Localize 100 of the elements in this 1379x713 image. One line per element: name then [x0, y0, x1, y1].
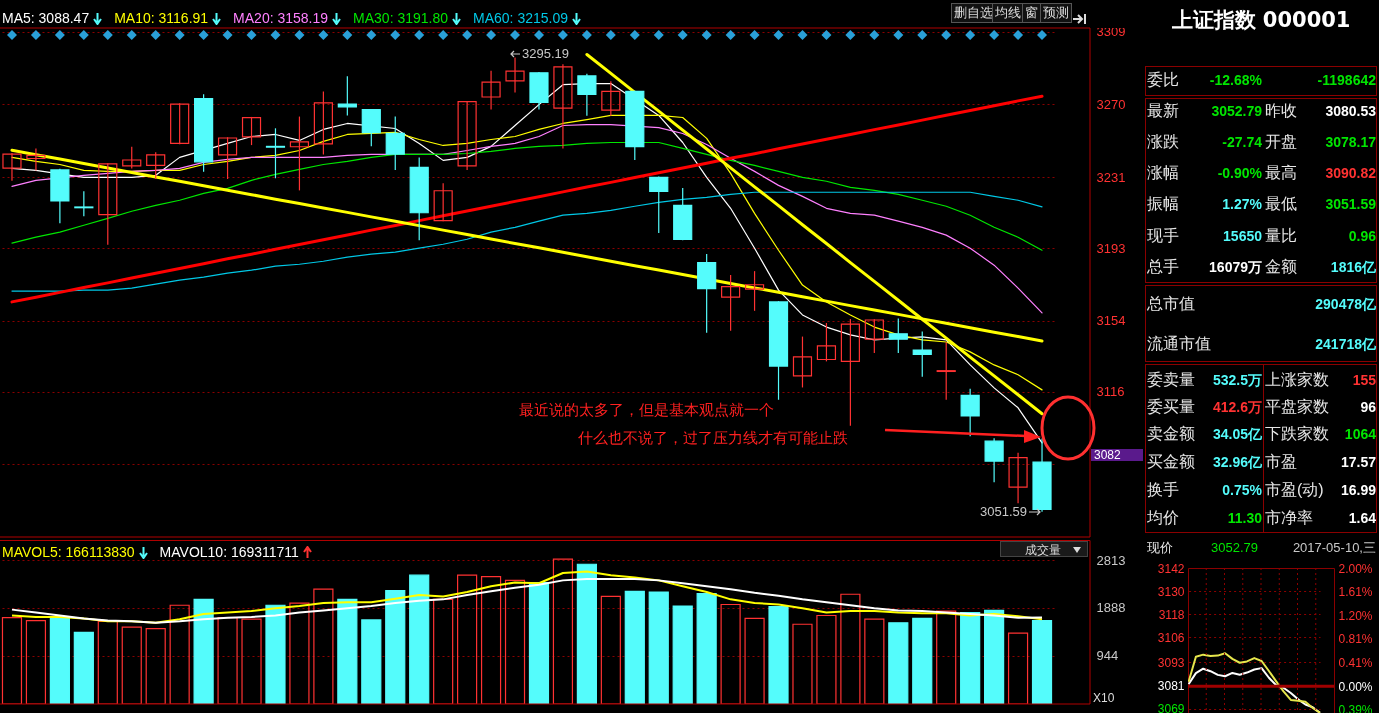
bar [624, 590, 645, 704]
bar [744, 617, 765, 704]
annotation: 成交量 [1025, 543, 1061, 557]
text: 市净率 [1265, 508, 1313, 528]
candlestick [217, 136, 238, 180]
bar [49, 617, 70, 704]
y-tick-label: 944 [1096, 648, 1119, 664]
text: MA20: 3158.19 [233, 9, 329, 27]
y-tick-label: 2813 [1096, 552, 1126, 568]
text: 532.5万 [1212, 371, 1262, 390]
y-tick-label: 3154 [1096, 313, 1126, 329]
bar [528, 581, 550, 704]
text: 均价 [1147, 508, 1179, 528]
text: -0.90% [1217, 164, 1262, 183]
bar [984, 609, 1005, 704]
bar [480, 576, 502, 704]
text: 量比 [1265, 226, 1297, 246]
text: 96 [1360, 398, 1376, 417]
y2-tick-label: 0.81% [1338, 631, 1373, 646]
line-series [10, 94, 1044, 304]
text: 现手 [1147, 226, 1179, 246]
text: 3090.82 [1325, 164, 1376, 183]
text: MA5: 3088.47 [2, 9, 90, 27]
candlestick [912, 330, 932, 378]
text: -12.68% [1209, 71, 1262, 90]
candlestick [792, 335, 813, 389]
bar [25, 620, 47, 704]
text: 涨幅 [1147, 163, 1179, 183]
bar [888, 622, 909, 704]
candlestick [98, 162, 118, 246]
candlestick [337, 75, 357, 117]
text: 412.6万 [1212, 398, 1262, 417]
text: 委比 [1147, 70, 1179, 90]
candlestick [984, 437, 1004, 483]
bar [864, 618, 885, 704]
candlestick [864, 318, 884, 354]
candlestick [361, 108, 381, 147]
line-series [11, 123, 1043, 314]
text: 3082 [1091, 448, 1143, 462]
bar [816, 614, 837, 704]
bar [241, 618, 262, 704]
text: 委卖量 [1147, 370, 1195, 390]
bar [457, 574, 478, 704]
text: 委买量 [1147, 397, 1195, 417]
bar [936, 610, 957, 704]
text: MA60: 3215.09 [473, 9, 568, 27]
candlestick [960, 388, 980, 437]
y-tick-label: 3106 [1157, 630, 1185, 645]
text: 买金额 [1147, 452, 1195, 472]
candlestick [816, 322, 837, 362]
bar [1, 617, 23, 704]
bar [648, 591, 669, 704]
y2-tick-label: 1.20% [1338, 608, 1373, 623]
candlestick [1008, 452, 1028, 504]
bar [169, 604, 190, 704]
bar [1031, 620, 1053, 704]
bar [313, 588, 334, 704]
y-tick-label: 3309 [1096, 24, 1126, 40]
text: 下跌家数 [1265, 424, 1329, 444]
text: 15650 [1223, 227, 1262, 246]
line-series [1188, 652, 1321, 713]
text: MA10: 3116.91 [114, 9, 209, 27]
text: 最低 [1265, 194, 1297, 214]
candlestick [265, 127, 286, 179]
y-tick-label: 3116 [1096, 384, 1125, 400]
line-series [1188, 667, 1321, 713]
text: 窗 [1022, 3, 1041, 23]
text: -1198642 [1317, 71, 1376, 90]
candlestick [289, 115, 310, 191]
y-tick-label: 3231 [1096, 169, 1126, 185]
text: 振幅 [1147, 194, 1179, 214]
text: 3080.53 [1325, 102, 1376, 121]
annotation: 什么也不说了，过了压力线才有可能止跌 [578, 429, 848, 447]
text: 241718亿 [1315, 335, 1376, 354]
text: 换手 [1147, 480, 1179, 500]
text: 涨跌 [1147, 132, 1179, 152]
bar [289, 602, 310, 704]
bar [672, 605, 693, 704]
bar [696, 592, 717, 704]
text: 总手 [1147, 257, 1179, 277]
bar [337, 598, 358, 704]
bar [768, 606, 789, 704]
bar [576, 563, 597, 704]
text: 0.96 [1348, 227, 1376, 246]
candlestick [313, 90, 333, 156]
text: 3051.59 [1325, 195, 1376, 214]
bar [912, 617, 933, 704]
y2-tick-label: 2.00% [1338, 561, 1373, 576]
text: 平盘家数 [1265, 397, 1329, 417]
text: 17.57 [1340, 453, 1376, 472]
candlestick [122, 146, 142, 169]
annotation: 最近说的太多了，但是基本观点就一个 [519, 401, 774, 419]
text: MAVOL5: 166113830 [2, 543, 135, 561]
text: 均线 [992, 3, 1024, 23]
text: 0.75% [1222, 481, 1262, 500]
candlestick [744, 270, 765, 312]
candlestick [840, 318, 860, 427]
y-tick-label: 3081 [1157, 678, 1185, 693]
candlestick [888, 317, 908, 354]
bar [73, 631, 94, 704]
